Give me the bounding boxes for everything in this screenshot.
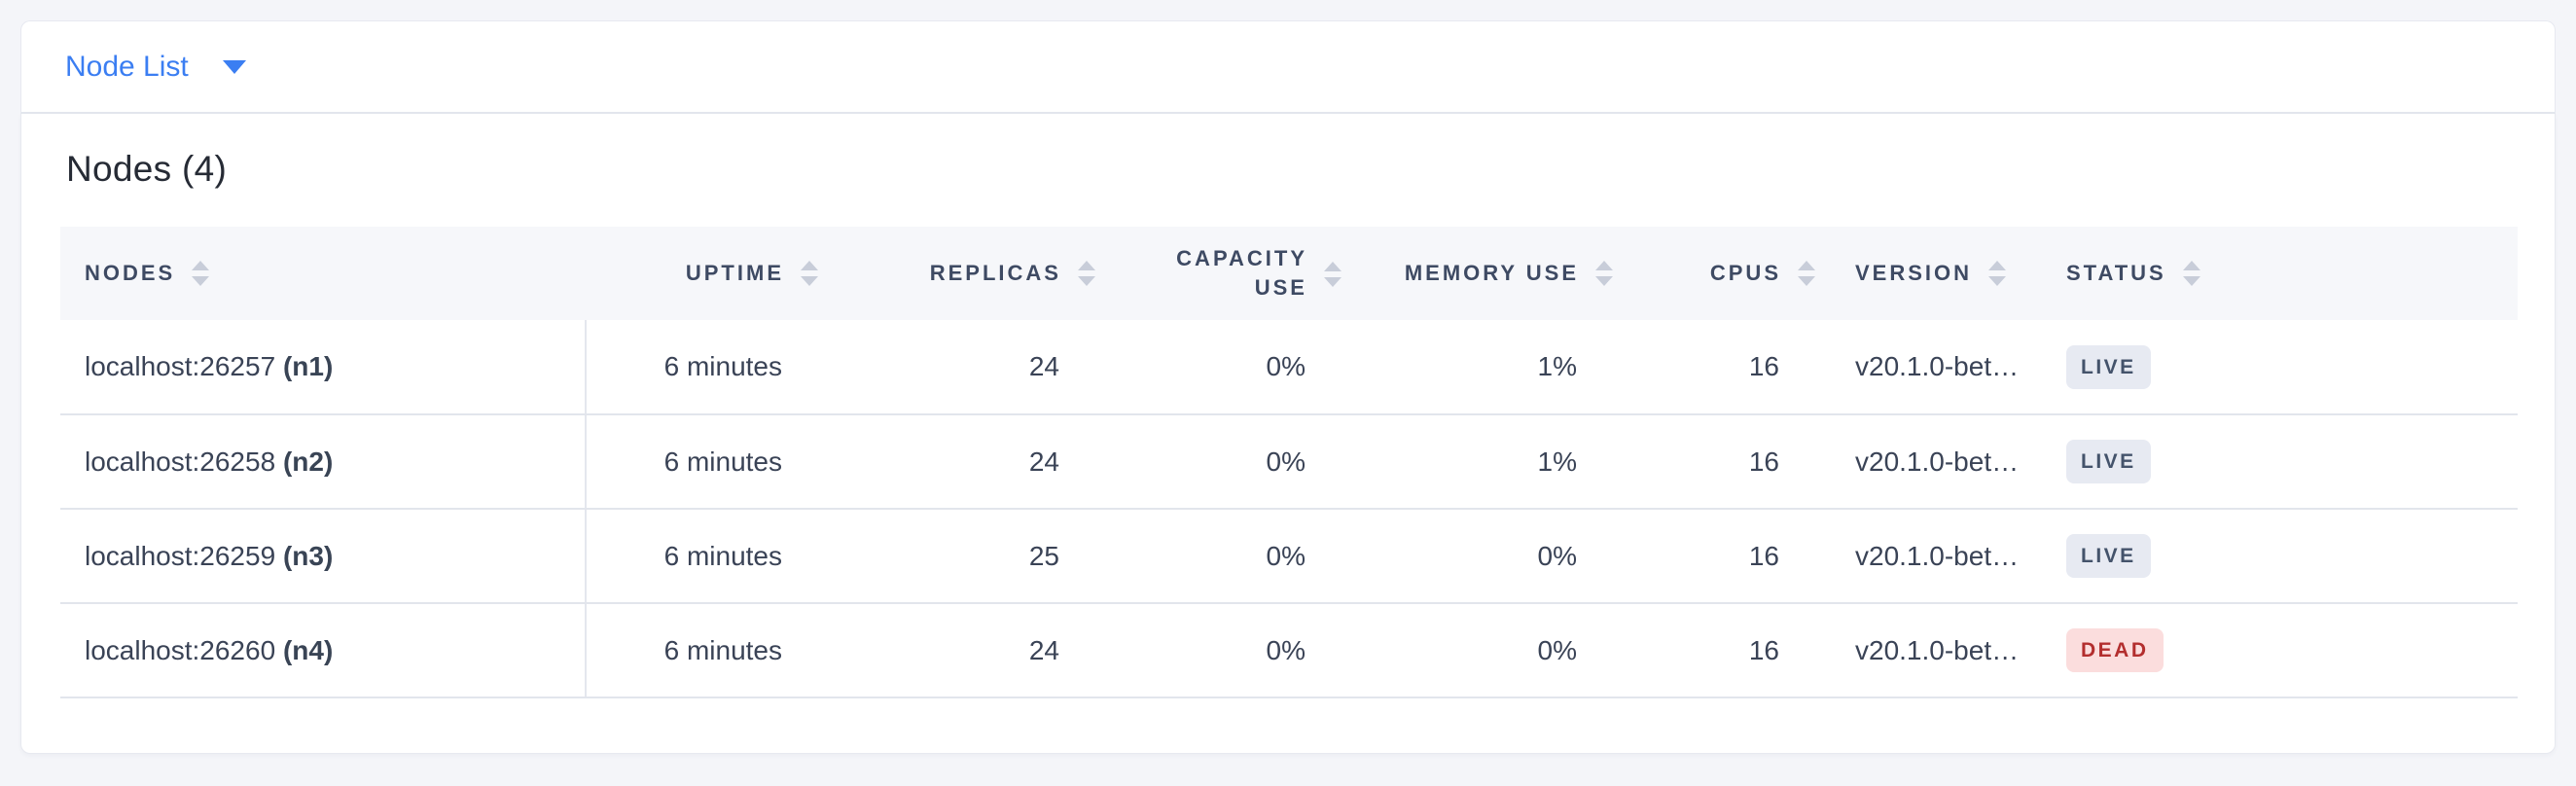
column-header-version[interactable]: VERSION xyxy=(1831,227,2045,320)
cpus-cell: 16 xyxy=(1628,603,1831,698)
node-address-cell: localhost:26260 (n4) xyxy=(60,603,587,698)
status-cell: LIVE xyxy=(2045,414,2518,510)
status-badge: DEAD xyxy=(2066,628,2164,672)
nodes-table: NODES UPTIME REPLICAS xyxy=(60,227,2518,698)
uptime-cell: 6 minutes xyxy=(586,414,834,510)
status-badge: LIVE xyxy=(2066,534,2151,578)
column-header-nodes[interactable]: NODES xyxy=(60,227,586,320)
table-header-row: NODES UPTIME REPLICAS xyxy=(60,227,2518,320)
cpus-cell: 16 xyxy=(1628,320,1831,415)
status-badge: LIVE xyxy=(2066,344,2151,389)
node-id: (n4) xyxy=(282,634,334,665)
capacity-use-cell: 0% xyxy=(1111,320,1357,415)
node-list-dropdown-label[interactable]: Node List xyxy=(65,50,189,83)
cpus-cell: 16 xyxy=(1628,414,1831,510)
sort-arrows-icon[interactable] xyxy=(1078,261,1095,286)
sort-arrows-icon[interactable] xyxy=(1324,262,1342,288)
column-header-cpus[interactable]: CPUS xyxy=(1628,227,1831,320)
memory-use-cell: 0% xyxy=(1357,603,1628,698)
page-title: Nodes (4) xyxy=(66,149,228,189)
replicas-cell: 24 xyxy=(834,320,1111,415)
sort-arrows-icon[interactable] xyxy=(1988,261,2007,286)
column-header-uptime[interactable]: UPTIME xyxy=(586,227,834,320)
sort-arrows-icon[interactable] xyxy=(1595,261,1613,286)
node-address: localhost:26259 xyxy=(85,540,276,571)
replicas-cell: 25 xyxy=(834,509,1111,604)
memory-use-cell: 1% xyxy=(1357,320,1628,415)
node-address: localhost:26257 xyxy=(85,351,276,381)
node-address: localhost:26258 xyxy=(85,446,276,477)
memory-use-cell: 0% xyxy=(1357,509,1628,604)
version-cell: v20.1.0-bet… xyxy=(1831,320,2045,415)
memory-use-cell: 1% xyxy=(1357,414,1628,510)
node-id: (n2) xyxy=(282,446,334,477)
node-address: localhost:26260 xyxy=(85,634,276,665)
replicas-cell: 24 xyxy=(834,603,1111,698)
column-header-capacity-use[interactable]: CAPACITY USE xyxy=(1111,227,1357,320)
table-row[interactable]: localhost:26259 (n3) 6 minutes 25 0% 0% … xyxy=(60,509,2518,604)
version-cell: v20.1.0-bet… xyxy=(1831,414,2045,510)
version-cell: v20.1.0-bet… xyxy=(1831,509,2045,604)
view-selector-bar: Node List xyxy=(20,20,2556,114)
capacity-use-cell: 0% xyxy=(1111,509,1357,604)
status-badge: LIVE xyxy=(2066,440,2151,483)
replicas-cell: 24 xyxy=(834,414,1111,510)
node-address-cell: localhost:26259 (n3) xyxy=(60,509,587,604)
uptime-cell: 6 minutes xyxy=(586,603,834,698)
column-header-memory-use[interactable]: MEMORY USE xyxy=(1357,227,1628,320)
uptime-cell: 6 minutes xyxy=(586,320,834,415)
sort-arrows-icon[interactable] xyxy=(2182,261,2200,286)
sort-arrows-icon[interactable] xyxy=(192,261,210,286)
table-row[interactable]: localhost:26257 (n1) 6 minutes 24 0% 1% … xyxy=(60,320,2518,415)
status-cell: DEAD xyxy=(2045,603,2518,698)
column-header-status[interactable]: STATUS xyxy=(2045,227,2518,320)
status-cell: LIVE xyxy=(2045,320,2518,415)
capacity-use-cell: 0% xyxy=(1111,603,1357,698)
uptime-cell: 6 minutes xyxy=(586,509,834,604)
sort-arrows-icon[interactable] xyxy=(1798,261,1815,286)
column-header-replicas[interactable]: REPLICAS xyxy=(834,227,1111,320)
caret-down-icon[interactable] xyxy=(222,59,246,74)
node-id: (n1) xyxy=(282,351,334,381)
table-body: localhost:26257 (n1) 6 minutes 24 0% 1% … xyxy=(60,320,2518,698)
version-cell: v20.1.0-bet… xyxy=(1831,603,2045,698)
node-id: (n3) xyxy=(282,540,334,571)
node-address-cell: localhost:26257 (n1) xyxy=(60,320,587,415)
page-container: Node List Nodes (4) NODES xyxy=(20,20,2556,754)
cpus-cell: 16 xyxy=(1628,509,1831,604)
sort-arrows-icon[interactable] xyxy=(801,261,818,286)
capacity-use-cell: 0% xyxy=(1111,414,1357,510)
node-list-dropdown[interactable]: Node List xyxy=(65,51,246,84)
table-row[interactable]: localhost:26260 (n4) 6 minutes 24 0% 0% … xyxy=(60,603,2518,698)
nodes-card: Nodes (4) NODES UPTIME xyxy=(20,114,2556,754)
table-row[interactable]: localhost:26258 (n2) 6 minutes 24 0% 1% … xyxy=(60,414,2518,510)
node-address-cell: localhost:26258 (n2) xyxy=(60,414,587,510)
status-cell: LIVE xyxy=(2045,509,2518,604)
